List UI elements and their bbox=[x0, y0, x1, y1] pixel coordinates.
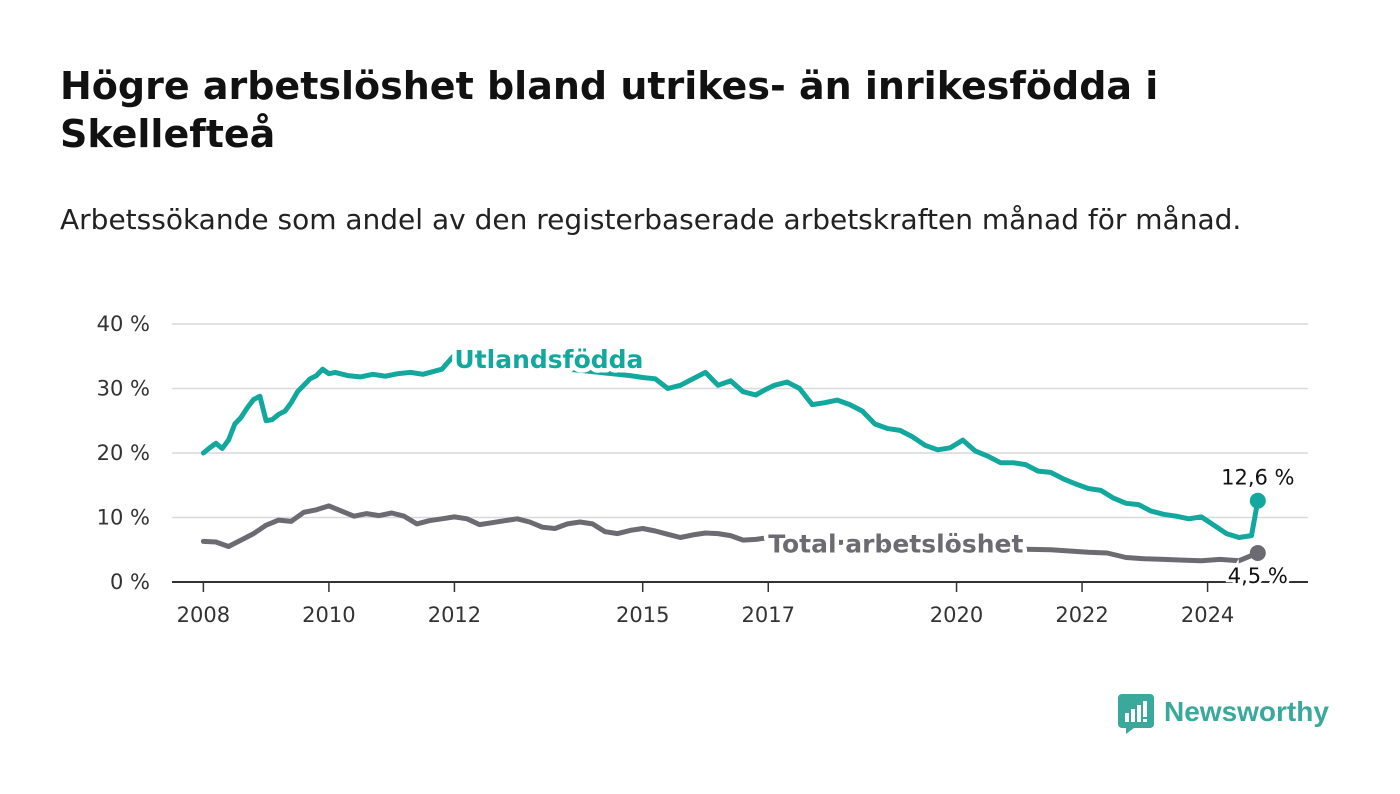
series-name-label: Utlandsfödda bbox=[454, 345, 643, 374]
x-tick-label: 2022 bbox=[1055, 603, 1108, 627]
series-end-point bbox=[1249, 544, 1266, 561]
chart-title: Högre arbetslöshet bland utrikes- än inr… bbox=[60, 64, 1159, 156]
x-tick-label: 2010 bbox=[302, 603, 355, 627]
gridlines bbox=[172, 323, 1308, 583]
x-tick-label: 2015 bbox=[616, 603, 669, 627]
chart-subtitle: Arbetssökande som andel av den registerb… bbox=[60, 203, 1242, 236]
x-axis-ticks: 2008 2010 2012 2015 2017 2020 2022 2024 bbox=[177, 582, 1234, 627]
y-axis-ticks: 0 % 10 % 20 % 30 % 40 % bbox=[97, 312, 150, 594]
brand-name: Newsworthy bbox=[1164, 696, 1329, 727]
series-labels: Utlandsfödda Total arbetslöshet 12,6 % 4,5 … bbox=[450, 340, 1298, 591]
x-tick-label: 2008 bbox=[177, 603, 230, 627]
x-tick-label: 2017 bbox=[742, 603, 795, 627]
series-end-point bbox=[1249, 492, 1266, 509]
y-tick-label: 0 % bbox=[110, 570, 150, 594]
bar-chart-icon bbox=[1118, 694, 1154, 734]
series-end-value: 12,6 % bbox=[1221, 466, 1294, 490]
series-line-total bbox=[200, 503, 1261, 564]
x-tick-label: 2012 bbox=[428, 603, 481, 627]
x-tick-label: 2024 bbox=[1181, 603, 1234, 627]
series-line-utlandsfodda bbox=[200, 348, 1261, 540]
series-end-value: 4,5 % bbox=[1228, 564, 1288, 588]
series-name-label: Total arbetslöshet bbox=[768, 529, 1023, 558]
y-tick-label: 30 % bbox=[97, 377, 150, 401]
series-lines bbox=[200, 348, 1266, 564]
brand-logo: Newsworthy bbox=[1118, 690, 1329, 734]
y-tick-label: 40 % bbox=[97, 312, 150, 336]
y-tick-label: 10 % bbox=[97, 506, 150, 530]
y-tick-label: 20 % bbox=[97, 441, 150, 465]
x-tick-label: 2020 bbox=[930, 603, 983, 627]
line-chart: 0 % 10 % 20 % 30 % 40 % 2008 2010 2012 2015 2017… bbox=[97, 312, 1308, 627]
